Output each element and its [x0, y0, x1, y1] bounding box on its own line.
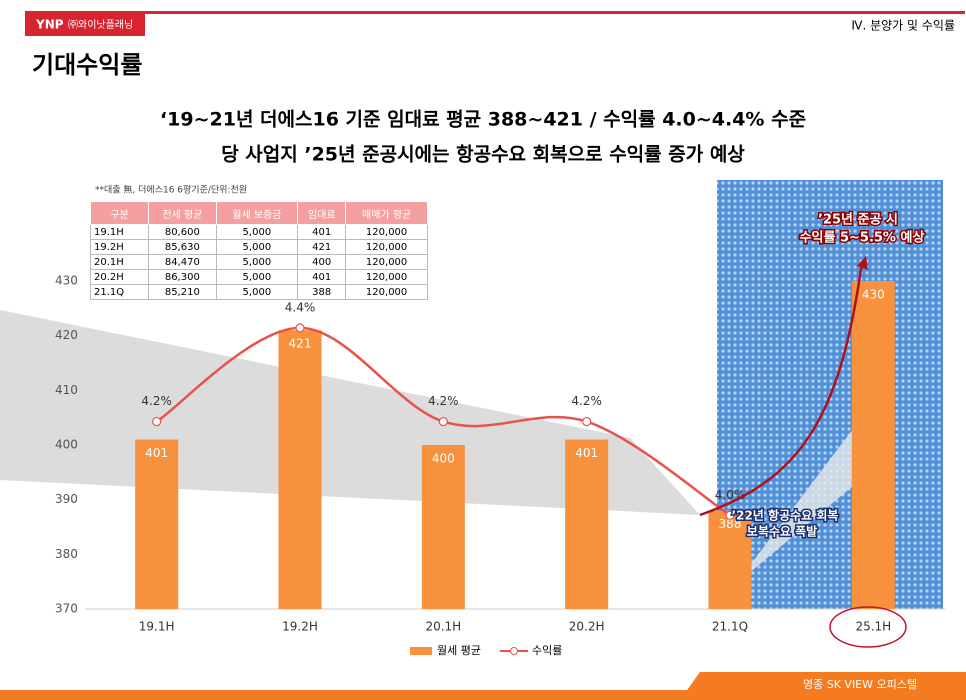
annotation: ’22년 항공수요 회복: [732, 508, 839, 523]
table-cell: 120,000: [345, 254, 428, 270]
y-tick-label: 410: [55, 383, 78, 397]
line-point: [438, 416, 448, 427]
legend-swatch: [410, 647, 432, 655]
table-cell: 20.1H: [89, 254, 150, 270]
table-row: 19.2H 85,630 5,000 421 120,000: [89, 239, 428, 255]
table-row: 21.1Q 85,210 5,000 388 120,000: [89, 284, 428, 300]
table-cell: 20.2H: [89, 269, 150, 285]
bar: [421, 445, 465, 609]
table-header: 구분: [89, 201, 150, 225]
y-tick-label: 400: [55, 438, 78, 452]
line-label: 4.2%: [571, 394, 602, 408]
top-rule: [25, 11, 965, 14]
bar-label: 401: [575, 446, 598, 460]
bar: [851, 281, 895, 609]
arrowhead: [857, 256, 868, 270]
table-cell: 5,000: [215, 269, 299, 285]
line-label: 4.0%: [715, 488, 746, 502]
data-table: 구분 전세 평균 월세 보증금 임대료 매매가 평균 19.1H 80,600 5,000 40…: [89, 201, 428, 300]
table-cell: 86,300: [148, 269, 217, 285]
legend-label: 월세 평균: [437, 644, 481, 657]
bar-label: 388: [719, 517, 742, 531]
annotation-arrow: [699, 261, 864, 517]
footer: 영종 SK VIEW 오피스텔: [803, 678, 917, 691]
table-cell: 120,000: [345, 269, 428, 285]
line-point: [295, 323, 305, 333]
table-cell: 388: [297, 284, 347, 300]
annotation: 보복수요 폭발: [747, 524, 817, 539]
table-cell: 85,630: [148, 239, 217, 255]
y-tick-label: 370: [55, 602, 78, 616]
line-point: [725, 510, 735, 520]
logo: YNP: [35, 18, 64, 32]
x-tick-label: 21.1Q: [712, 620, 748, 634]
table-cell: 120,000: [345, 284, 428, 300]
line-label: 4.2%: [141, 394, 172, 408]
table-cell: 19.1H: [89, 224, 150, 240]
footer-bar: [0, 690, 966, 700]
bar: [565, 439, 609, 609]
table-cell: 120,000: [345, 224, 428, 240]
table-cell: 21.1Q: [89, 284, 150, 300]
table-row: 20.1H 84,470 5,000 400 120,000: [89, 254, 428, 270]
x-tick-label: 25.1H: [855, 620, 891, 634]
bar-label: 400: [432, 452, 455, 466]
legend-label: 수익률: [532, 644, 562, 657]
x-tick-label: 20.2H: [569, 620, 605, 634]
y-tick-label: 430: [55, 274, 78, 288]
table-header: 월세 보증금: [215, 201, 299, 225]
table-cell: 80,600: [148, 224, 217, 240]
bar-label: 401: [145, 446, 168, 460]
table-cell: 85,210: [148, 284, 217, 300]
table-cell: 5,000: [215, 239, 299, 255]
trend-arrow: [735, 380, 890, 585]
page-title: 기대수익률: [32, 51, 142, 79]
table-cell: 400: [297, 254, 347, 270]
table-row: 19.1H 80,600 5,000 401 120,000: [89, 224, 428, 240]
line-point: [582, 416, 592, 427]
y-tick-label: 390: [55, 492, 78, 506]
company: ㈜와이낫플래닝: [68, 18, 133, 31]
table-header: 임대료: [297, 201, 347, 225]
table-cell: 5,000: [215, 284, 299, 300]
circle-mark: [829, 606, 907, 648]
table-cell: 401: [297, 224, 347, 240]
bar: [135, 439, 179, 609]
line-label: 4.4%: [285, 300, 316, 314]
table-header: 전세 평균: [148, 201, 217, 225]
table-cell: 401: [297, 269, 347, 285]
bar-label: 421: [289, 337, 312, 351]
y-tick-label: 420: [55, 328, 78, 342]
y-tick-label: 380: [55, 547, 78, 561]
table-cell: 5,000: [215, 254, 299, 270]
table-cell: 19.2H: [89, 239, 150, 255]
table-header: 매매가 평균: [345, 201, 428, 225]
table-row: 20.2H 86,300 5,000 401 120,000: [89, 269, 428, 285]
section: Ⅳ. 분양가 및 수익률: [851, 19, 955, 33]
headline: ‘19~21년 더에스16 기준 임대료 평균 388~421 / 수익률 4.…: [160, 109, 806, 131]
table-cell: 120,000: [345, 239, 428, 255]
legend-swatch: [510, 647, 518, 655]
logo-box: [25, 14, 145, 36]
x-tick-label: 20.1H: [425, 620, 461, 634]
table-cell: 84,470: [148, 254, 217, 270]
table-cell: 421: [297, 239, 347, 255]
table-cell: 5,000: [215, 224, 299, 240]
annotation: ’25년 준공 시: [818, 213, 898, 228]
annotation: 수익률 5~5.5% 예상: [800, 230, 925, 246]
bar: [708, 510, 752, 609]
note: **대출 無, 더에스16 6평기준/단위:천원: [95, 184, 247, 196]
x-tick-label: 19.1H: [139, 620, 175, 634]
headline: 당 사업지 ’25년 준공시에는 항공수요 회복으로 수익률 증가 예상: [221, 144, 745, 166]
line-point: [152, 416, 162, 427]
bar-label: 430: [862, 288, 885, 302]
bar: [278, 330, 322, 609]
line-label: 4.2%: [428, 394, 459, 408]
x-tick-label: 19.2H: [282, 620, 318, 634]
